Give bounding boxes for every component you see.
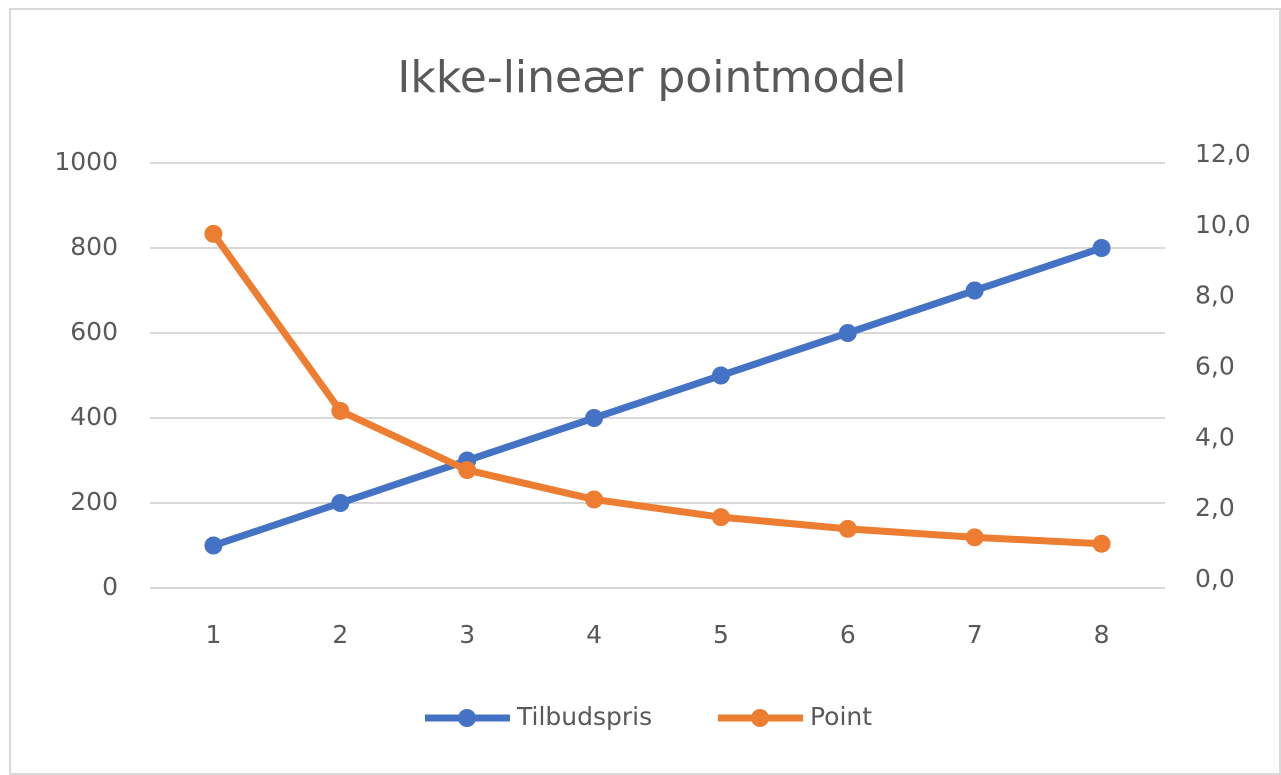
point-marker [585,490,604,509]
point-marker [711,366,730,385]
x-tick-label: 3 [459,620,475,649]
point-marker [331,401,350,420]
x-tick-label: 1 [205,620,221,649]
y-tick-label: 0 [102,572,118,601]
y2-tick-label: 2,0 [1195,493,1235,522]
point-marker [838,519,857,538]
y-tick-label: 200 [70,487,118,516]
series-line [210,231,1102,548]
series-line [212,244,1103,549]
legend-label: Tilbudspris [516,702,652,731]
x-tick-label: 2 [332,620,348,649]
y2-tick-label: 0,0 [1195,564,1235,593]
y-tick-label: 600 [70,317,118,346]
legend-marker [751,709,769,727]
point-marker [838,324,857,342]
x-tick-label: 5 [713,620,729,649]
point-marker [965,528,984,547]
y2-tick-label: 8,0 [1195,281,1235,310]
point-marker [965,281,984,300]
x-tick-label: 6 [840,620,856,649]
x-tick-label: 4 [586,620,602,649]
y2-tick-label: 12,0 [1195,139,1251,168]
y2-tick-label: 6,0 [1195,352,1235,381]
point-marker [1092,534,1111,553]
point-marker [458,461,477,480]
point-marker [331,494,350,512]
legend-marker [458,709,476,727]
chart-frame [9,8,1281,775]
point-marker [711,508,730,527]
y-tick-label: 1000 [54,147,118,176]
y2-tick-label: 4,0 [1195,422,1235,451]
point-marker [585,409,604,427]
legend-label: Point [810,702,872,731]
y2-tick-label: 10,0 [1195,210,1251,239]
y-tick-label: 400 [70,402,118,431]
x-tick-label: 8 [1094,620,1110,649]
point-marker [1092,239,1111,257]
chart-title: Ikke-lineær pointmodel [397,52,906,103]
y-tick-label: 800 [70,232,118,261]
point-marker [204,536,223,555]
point-marker [204,224,223,243]
x-tick-label: 7 [967,620,983,649]
